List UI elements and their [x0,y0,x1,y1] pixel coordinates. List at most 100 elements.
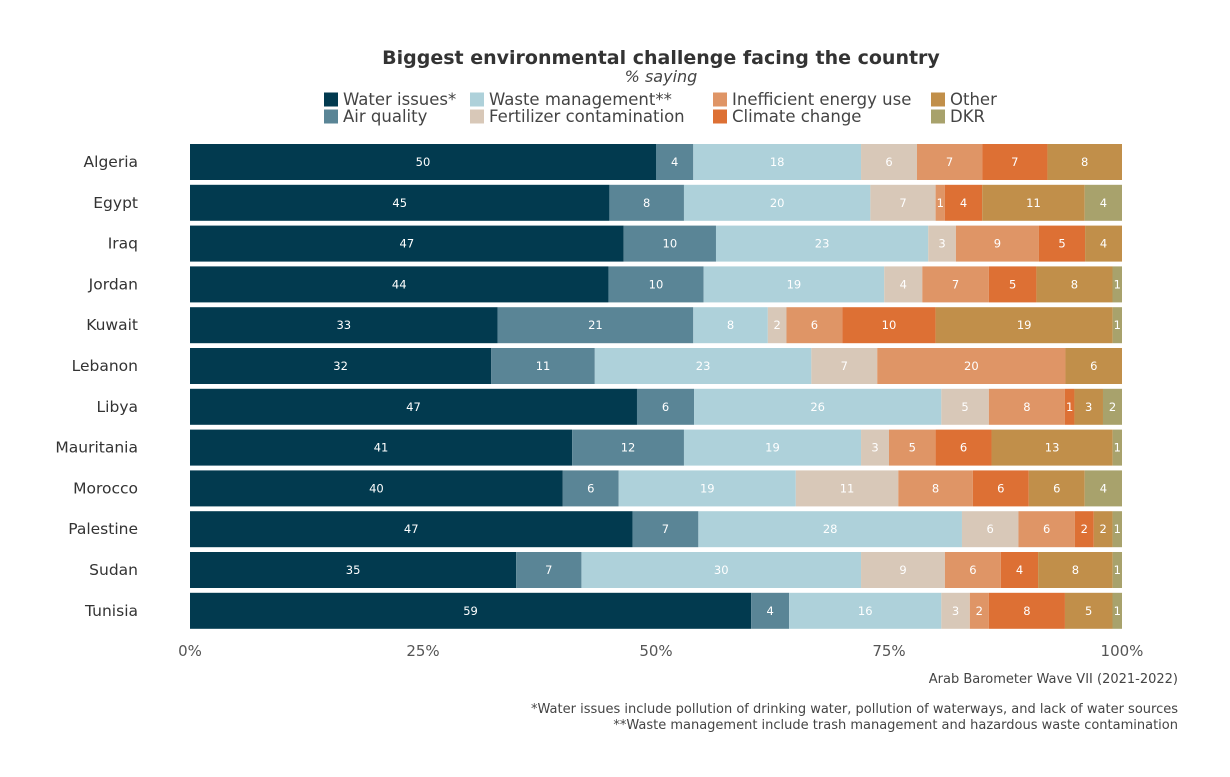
bar-morocco-air-quality [562,470,619,507]
data-label-mauritania-other: 13 [1045,441,1060,455]
data-label-palestine-water-issues: 47 [404,522,419,536]
bar-libya-waste-management [694,388,942,425]
category-label-lebanon: Lebanon [72,357,138,375]
data-label-jordan-water-issues: 44 [392,277,407,291]
bar-libya-inefficient-energy-use [988,388,1065,425]
bar-algeria-fertilizer-contamination [861,144,917,180]
legend-swatch-inefficient-energy-use [713,92,727,107]
bar-libya-other [1074,388,1103,425]
bar-morocco-dkr [1084,470,1122,507]
bar-jordan-fertilizer-contamination [884,266,923,303]
bar-jordan-inefficient-energy-use [922,266,989,303]
bar-lebanon-inefficient-energy-use [877,348,1066,384]
data-label-egypt-dkr: 4 [1100,196,1107,210]
bar-sudan-other [1038,552,1113,588]
legend-swatch-climate-change [713,109,727,124]
data-label-egypt-other: 11 [1026,196,1041,210]
category-label-morocco: Morocco [73,479,138,497]
data-label-jordan-other: 8 [1071,277,1078,291]
category-label-palestine: Palestine [68,520,138,538]
data-label-lebanon-air-quality: 11 [536,359,551,373]
data-label-kuwait-waste-management: 8 [727,318,734,332]
data-label-algeria-other: 8 [1081,155,1088,169]
data-label-algeria-waste-management: 18 [770,155,785,169]
bar-palestine-water-issues [190,511,633,548]
data-label-mauritania-water-issues: 41 [374,441,389,455]
category-label-egypt: Egypt [93,194,138,212]
data-label-iraq-climate-change: 5 [1058,237,1065,251]
data-label-tunisia-inefficient-energy-use: 2 [976,604,983,618]
bar-iraq-water-issues [190,225,624,262]
data-label-mauritania-air-quality: 12 [621,441,636,455]
data-label-iraq-water-issues: 47 [400,237,415,251]
data-label-sudan-climate-change: 4 [1016,563,1023,577]
bar-jordan-waste-management [703,266,885,303]
data-label-libya-other: 3 [1085,400,1092,414]
data-label-jordan-inefficient-energy-use: 7 [952,277,959,291]
category-label-jordan: Jordan [88,275,138,293]
data-label-morocco-water-issues: 40 [369,481,384,495]
data-label-mauritania-waste-management: 19 [765,441,780,455]
data-label-morocco-inefficient-energy-use: 8 [932,481,939,495]
data-label-iraq-other: 4 [1100,237,1107,251]
bar-lebanon-air-quality [491,348,595,384]
legend-swatch-fertilizer-contamination [470,109,484,124]
bar-sudan-fertilizer-contamination [861,552,945,588]
bar-iraq-inefficient-energy-use [955,225,1039,262]
data-label-sudan-water-issues: 35 [346,563,361,577]
legend-label-other: Other [950,90,997,109]
data-label-libya-waste-management: 26 [810,400,825,414]
data-label-sudan-other: 8 [1072,563,1079,577]
bar-lebanon-other [1065,348,1122,384]
bar-tunisia-inefficient-energy-use [969,592,989,629]
data-label-iraq-waste-management: 23 [815,237,830,251]
category-label-libya: Libya [97,398,138,416]
bar-tunisia-dkr [1112,592,1122,629]
legend-label-climate-change: Climate change [732,107,861,126]
bar-iraq-climate-change [1038,225,1086,262]
bar-jordan-climate-change [988,266,1037,303]
bar-mauritania-dkr [1112,429,1122,466]
x-tick-3: 75% [872,642,905,660]
bar-kuwait-fertilizer-contamination [767,307,787,344]
data-label-kuwait-dkr: 1 [1114,318,1121,332]
data-label-algeria-water-issues: 50 [416,155,431,169]
category-label-sudan: Sudan [89,561,138,579]
bar-palestine-fertilizer-contamination [961,511,1019,548]
bar-palestine-other [1093,511,1113,548]
data-label-libya-climate-change: 1 [1066,400,1073,414]
data-label-tunisia-waste-management: 16 [858,604,873,618]
bar-sudan-dkr [1112,552,1122,588]
legend-swatch-dkr [931,109,945,124]
legend-label-dkr: DKR [950,107,985,126]
data-label-morocco-dkr: 4 [1100,481,1107,495]
data-label-morocco-air-quality: 6 [587,481,594,495]
bar-kuwait-climate-change [842,307,936,344]
bar-sudan-air-quality [516,552,582,588]
data-label-kuwait-other: 19 [1017,318,1032,332]
bar-algeria-inefficient-energy-use [916,144,983,180]
data-label-lebanon-other: 6 [1090,359,1097,373]
bar-egypt-waste-management [683,184,871,221]
data-label-egypt-inefficient-energy-use: 1 [937,196,944,210]
bar-algeria-climate-change [982,144,1048,180]
data-label-kuwait-inefficient-energy-use: 6 [811,318,818,332]
data-label-egypt-waste-management: 20 [770,196,785,210]
bar-palestine-air-quality [632,511,699,548]
bar-libya-dkr [1102,388,1122,425]
bar-egypt-climate-change [944,184,983,221]
data-label-palestine-waste-management: 28 [823,522,838,536]
bar-tunisia-fertilizer-contamination [941,592,970,629]
bar-kuwait-inefficient-energy-use [786,307,843,344]
bar-kuwait-other [935,307,1113,344]
bar-iraq-fertilizer-contamination [928,225,956,262]
bar-iraq-waste-management [715,225,929,262]
data-label-morocco-fertilizer-contamination: 11 [840,481,855,495]
footnote-waste: **Waste management include trash managem… [613,718,1178,733]
data-label-jordan-waste-management: 19 [787,277,802,291]
category-label-tunisia: Tunisia [84,602,138,620]
bars-area: 50 4 18 6 7 7 845 8 20 7 1 4 11 447 10 23 3 9 5 444 10 19 4 7 5 8… [190,144,1122,629]
bar-tunisia-climate-change [988,592,1065,629]
data-label-palestine-fertilizer-contamination: 6 [987,522,994,536]
data-label-jordan-air-quality: 10 [649,277,664,291]
